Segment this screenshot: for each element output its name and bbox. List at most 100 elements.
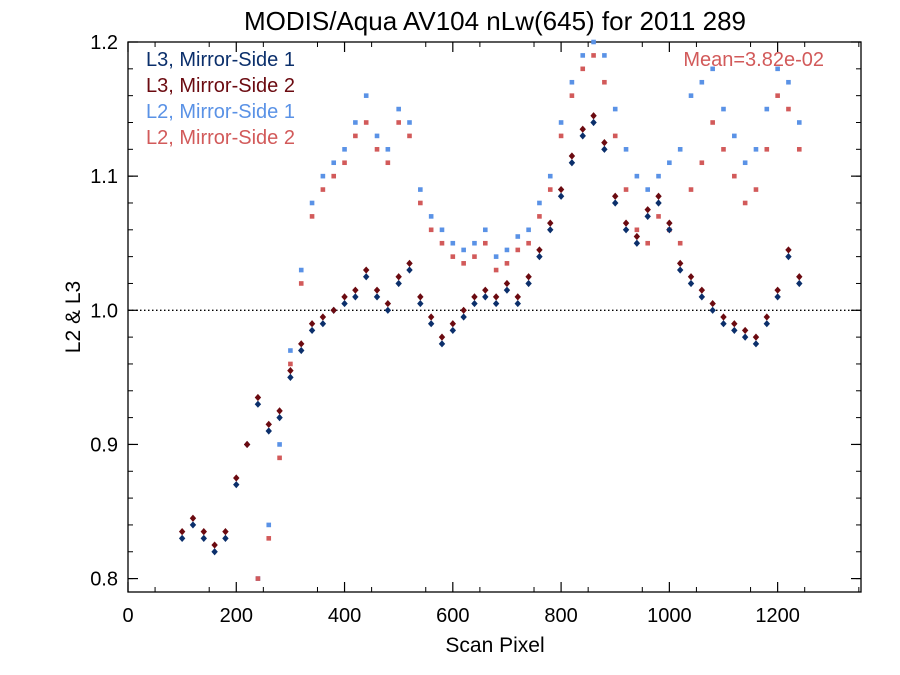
point-l2-mirror-side-2 <box>418 200 423 206</box>
point-l3-mirror-side-2 <box>417 293 424 301</box>
point-l3-mirror-side-2 <box>568 152 576 160</box>
point-l3-mirror-side-2 <box>471 293 478 301</box>
point-l3-mirror-side-1 <box>796 279 803 288</box>
point-l3-mirror-side-1 <box>644 212 651 220</box>
point-l2-mirror-side-1 <box>742 160 748 166</box>
point-l3-mirror-side-1 <box>785 253 792 261</box>
point-l2-mirror-side-2 <box>623 187 629 192</box>
y-axis-label: L2 & L3 <box>62 281 85 353</box>
point-l2-mirror-side-2 <box>796 147 802 152</box>
point-l2-mirror-side-1 <box>298 267 304 273</box>
point-l2-mirror-side-1 <box>374 133 380 139</box>
point-l2-mirror-side-1 <box>288 348 293 353</box>
point-l3-mirror-side-1 <box>601 145 608 153</box>
point-l2-mirror-side-1 <box>721 106 726 112</box>
point-l2-mirror-side-1 <box>277 442 282 447</box>
x-axis-label: Scan Pixel <box>445 634 544 657</box>
point-l2-mirror-side-2 <box>407 133 412 139</box>
point-l2-mirror-side-1 <box>482 227 488 233</box>
mean-annotation: Mean=3.82e-02 <box>683 49 824 71</box>
point-l3-mirror-side-1 <box>395 279 402 288</box>
point-l2-mirror-side-1 <box>472 240 477 246</box>
point-l3-mirror-side-1 <box>254 400 262 408</box>
point-l3-mirror-side-2 <box>492 293 500 301</box>
point-l3-mirror-side-1 <box>222 534 229 542</box>
point-l3-mirror-side-2 <box>352 286 359 294</box>
point-l3-mirror-side-2 <box>449 320 457 328</box>
point-l2-mirror-side-2 <box>309 214 315 219</box>
point-l2-mirror-side-2 <box>353 133 358 139</box>
point-l2-mirror-side-2 <box>526 240 531 246</box>
point-l3-mirror-side-2 <box>601 139 608 147</box>
point-l2-mirror-side-2 <box>634 227 640 233</box>
chart-title: MODIS/Aqua AV104 nLw(645) for 2011 289 <box>244 6 746 36</box>
point-l2-mirror-side-2 <box>721 147 726 152</box>
point-l3-mirror-side-1 <box>352 293 359 301</box>
point-l3-mirror-side-2 <box>308 320 316 328</box>
point-l3-mirror-side-2 <box>785 246 792 254</box>
legend-entry-l3-ms2: L3, Mirror-Side 2 <box>146 75 295 97</box>
y-tick-label: 1.1 <box>90 166 118 188</box>
point-l3-mirror-side-2 <box>222 528 229 536</box>
point-l2-mirror-side-1 <box>450 240 456 246</box>
point-l3-mirror-side-2 <box>482 286 489 294</box>
point-l3-mirror-side-1 <box>298 346 305 355</box>
point-l3-mirror-side-2 <box>666 219 673 227</box>
point-l2-mirror-side-1 <box>363 93 369 98</box>
axis-ticks: 0 200 400 600 800 1000 1200 0.8 0.9 1.0 1.1 1.2 <box>90 32 861 627</box>
point-l3-mirror-side-2 <box>590 112 597 120</box>
point-l2-mirror-side-2 <box>699 160 705 166</box>
y-tick-label: 1.2 <box>90 32 118 54</box>
point-l3-mirror-side-1 <box>373 293 381 301</box>
point-l3-mirror-side-1 <box>200 534 207 542</box>
point-l3-mirror-side-2 <box>200 528 207 536</box>
point-l2-mirror-side-2 <box>580 66 586 72</box>
point-l2-mirror-side-1 <box>342 147 347 152</box>
point-l2-mirror-side-2 <box>732 173 737 179</box>
point-l3-mirror-side-1 <box>579 132 586 140</box>
point-l3-mirror-side-1 <box>417 299 424 308</box>
point-l2-mirror-side-2 <box>255 576 261 581</box>
point-l2-mirror-side-1 <box>309 200 315 206</box>
point-l2-mirror-side-2 <box>396 120 401 125</box>
point-l3-mirror-side-2 <box>655 192 662 200</box>
point-l3-mirror-side-2 <box>676 259 684 267</box>
point-l3-mirror-side-2 <box>460 306 467 314</box>
point-l2-mirror-side-1 <box>439 227 445 233</box>
point-l3-mirror-side-1 <box>276 414 283 422</box>
point-l3-mirror-side-1 <box>308 326 316 335</box>
x-tick-label: 600 <box>436 605 469 627</box>
point-l3-mirror-side-2 <box>341 293 348 301</box>
point-l2-mirror-side-1 <box>461 247 466 253</box>
point-l3-mirror-side-2 <box>233 474 240 482</box>
point-l2-mirror-side-2 <box>482 240 488 246</box>
plot-frame <box>127 41 862 593</box>
point-l3-mirror-side-1 <box>752 340 760 348</box>
point-l2-mirror-side-2 <box>515 247 521 253</box>
point-l2-mirror-side-1 <box>591 39 596 45</box>
point-l3-mirror-side-1 <box>525 279 532 288</box>
point-l3-mirror-side-2 <box>406 259 413 267</box>
point-l3-mirror-side-2 <box>698 286 706 294</box>
point-l2-mirror-side-1 <box>537 200 542 206</box>
point-l3-mirror-side-1 <box>731 326 738 335</box>
point-l3-mirror-side-1 <box>557 192 565 200</box>
point-l2-mirror-side-1 <box>786 79 791 85</box>
point-l2-mirror-side-2 <box>288 361 293 367</box>
point-l2-mirror-side-2 <box>277 455 282 461</box>
point-l3-mirror-side-1 <box>460 313 467 321</box>
point-l2-mirror-side-2 <box>450 254 456 259</box>
point-l3-mirror-side-2 <box>254 393 262 402</box>
point-l2-mirror-side-1 <box>677 147 683 152</box>
point-l3-mirror-side-1 <box>633 239 641 247</box>
point-l2-mirror-side-2 <box>342 160 347 166</box>
point-l3-mirror-side-2 <box>287 367 294 375</box>
point-l3-mirror-side-2 <box>503 279 511 288</box>
point-l3-mirror-side-1 <box>265 427 272 435</box>
legend: L3, Mirror-Side 1 L3, Mirror-Side 2 L2, … <box>146 49 295 149</box>
point-l3-mirror-side-1 <box>536 253 543 261</box>
point-l3-mirror-side-2 <box>547 219 554 227</box>
point-l2-mirror-side-2 <box>504 261 510 266</box>
point-l2-mirror-side-2 <box>688 187 694 192</box>
x-tick-label: 1200 <box>755 605 800 627</box>
